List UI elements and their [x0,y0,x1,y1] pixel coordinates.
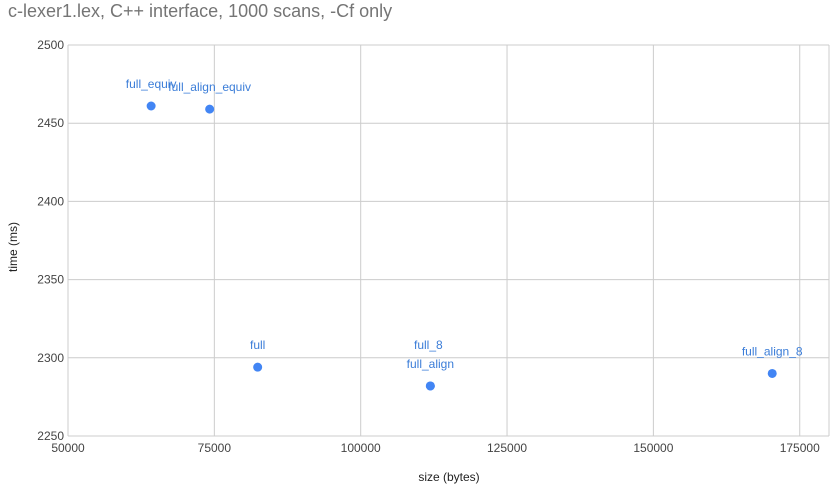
point-label: full_8 [414,338,443,352]
chart-title: c-lexer1.lex, C++ interface, 1000 scans,… [8,1,392,21]
y-tick-label: 2500 [37,38,64,52]
tick-labels: 50000 75000 100000 125000 150000 175000 2250 23… [37,38,820,455]
y-tick-label: 2450 [37,116,64,130]
data-points [146,101,777,391]
y-tick-label: 2300 [37,351,64,365]
x-tick-label: 150000 [633,441,673,455]
y-axis-title: time (ms) [6,222,20,272]
data-point [146,101,156,111]
y-tick-label: 2250 [37,429,64,443]
x-tick-label: 125000 [487,441,527,455]
point-label: full_equiv [126,77,177,91]
data-point [205,104,215,114]
point-label: full [250,338,265,352]
grid [67,44,830,437]
point-label: full_align_equiv [168,80,251,94]
x-tick-label: 100000 [341,441,381,455]
y-tick-label: 2350 [37,273,64,287]
x-tick-label: 75000 [198,441,232,455]
data-point [253,362,263,372]
y-tick-label: 2400 [37,194,64,208]
data-point [767,368,777,378]
data-point [425,381,435,391]
x-tick-label: 50000 [51,441,85,455]
x-tick-label: 175000 [780,441,820,455]
point-label: full_align_8 [742,344,803,358]
point-label: full_align [407,357,454,371]
x-axis-title: size (bytes) [418,470,479,484]
